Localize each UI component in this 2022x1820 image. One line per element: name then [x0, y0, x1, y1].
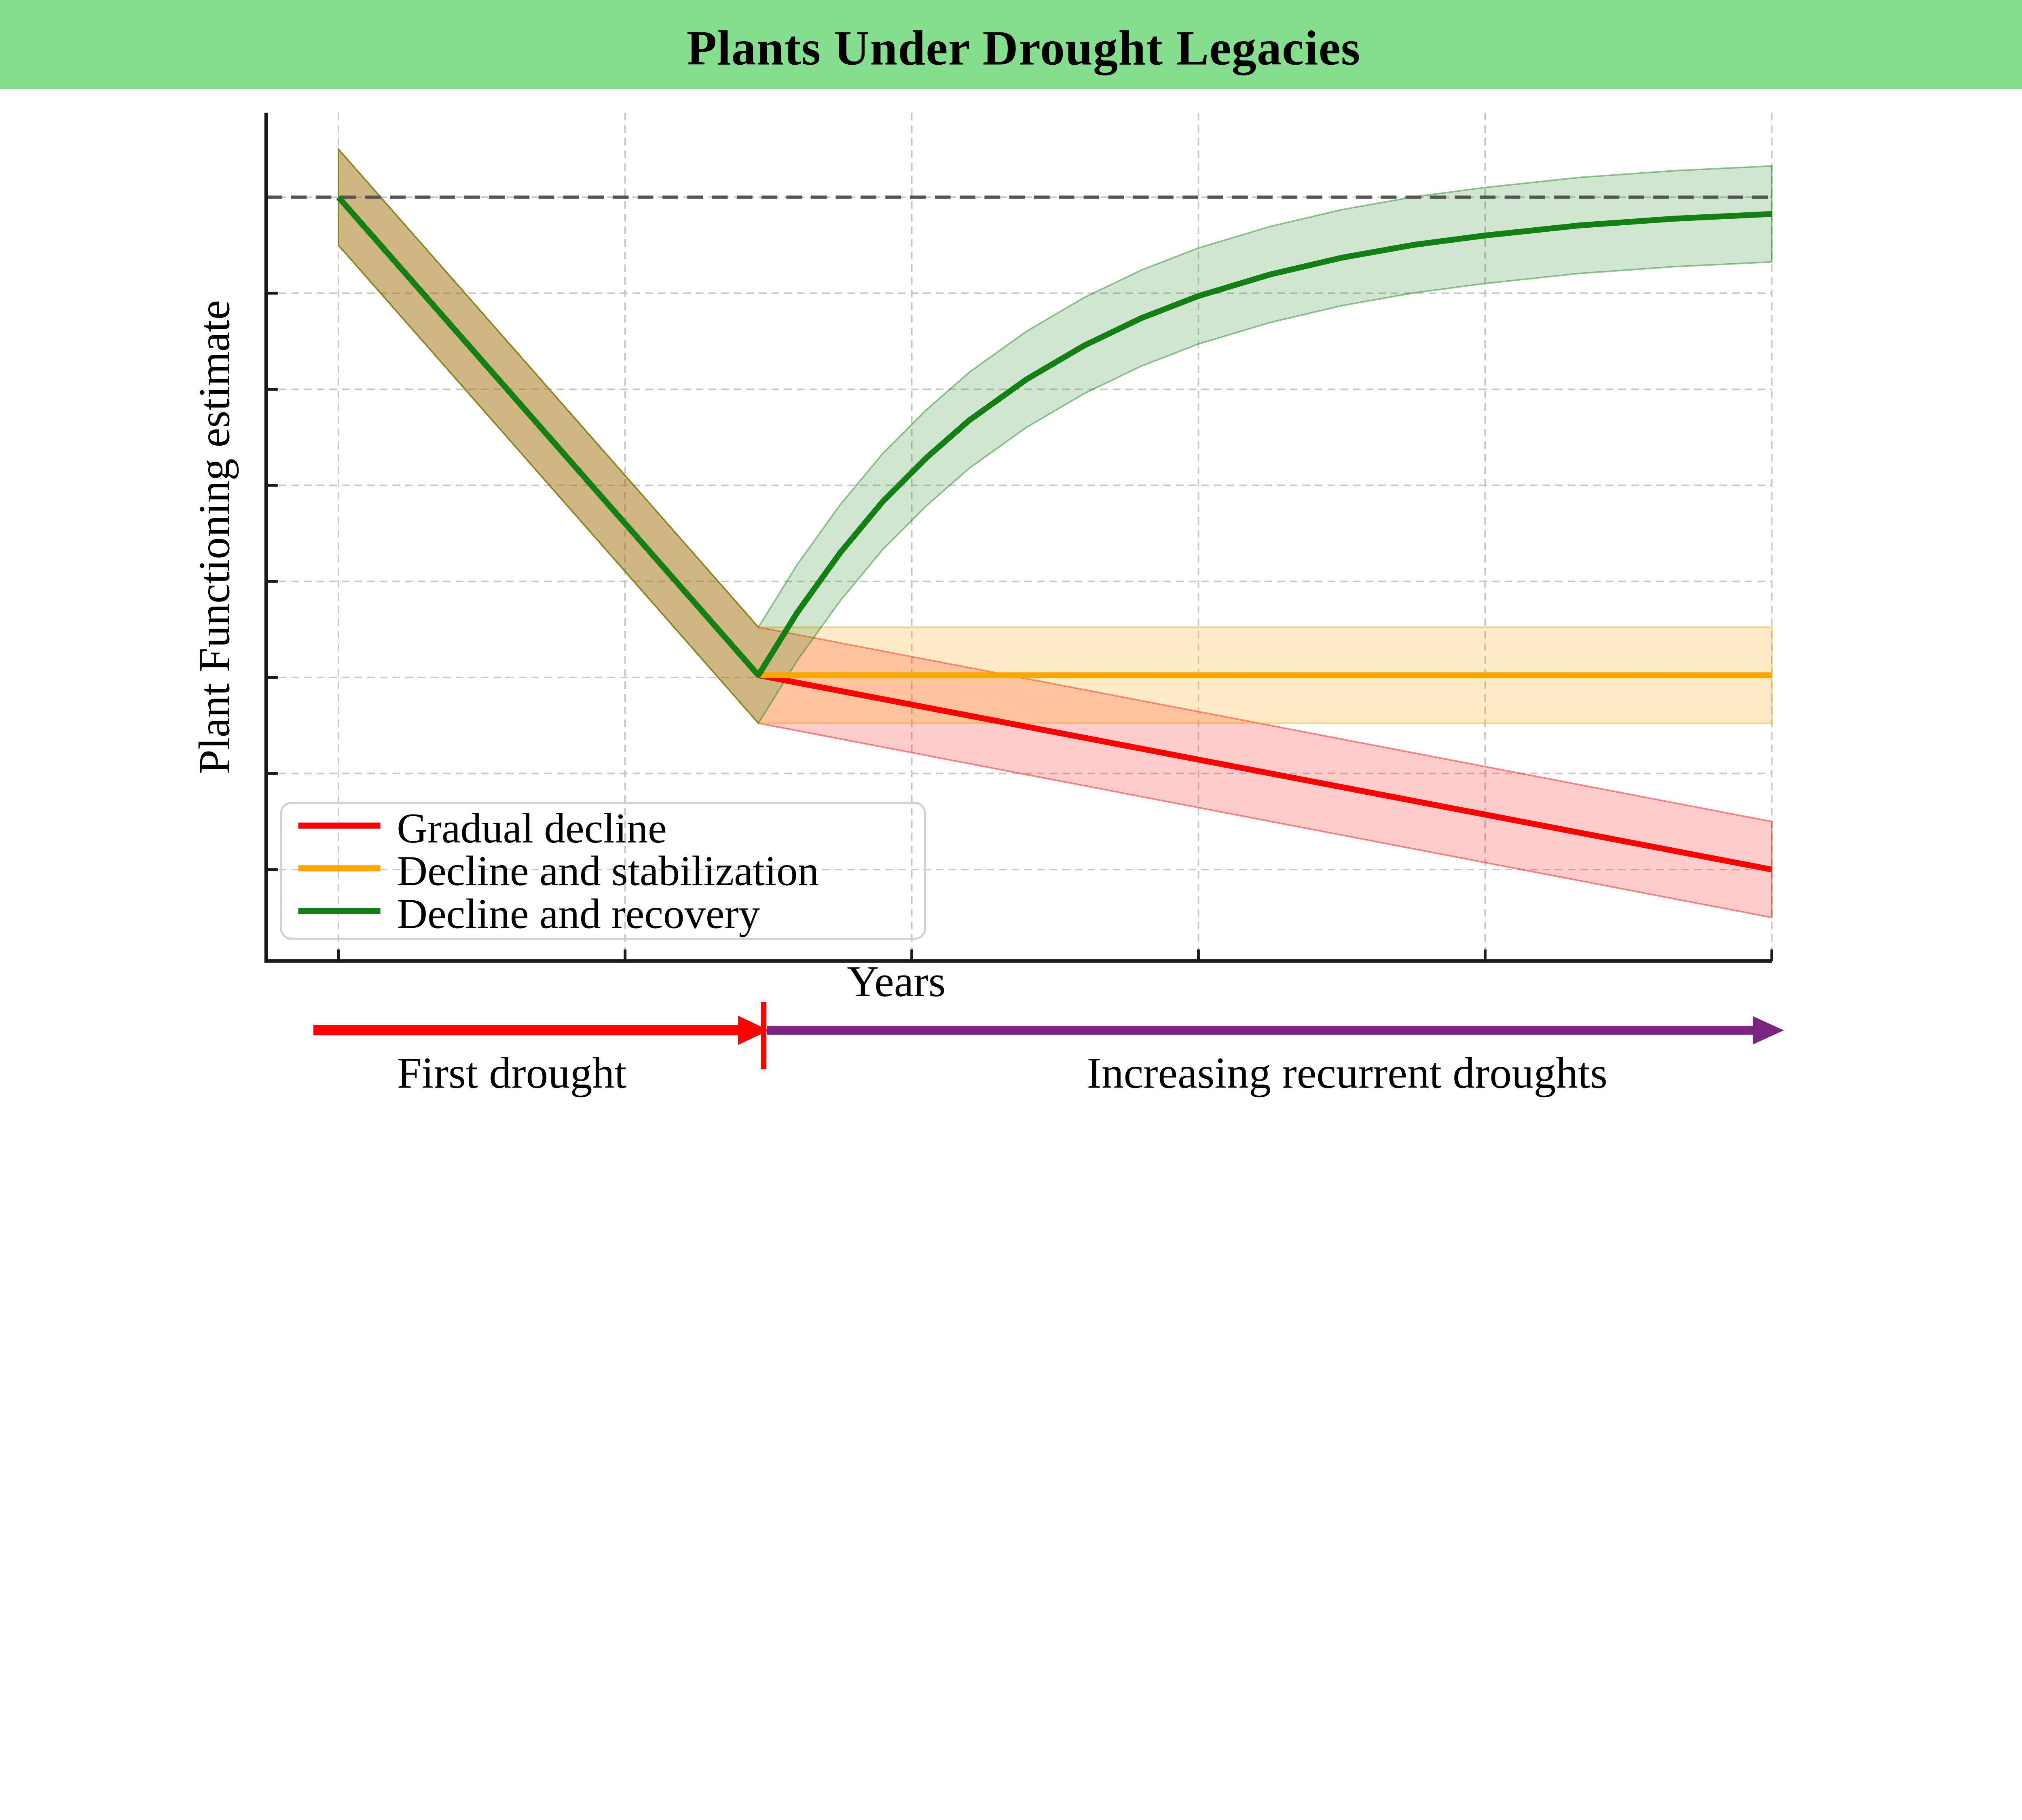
- x-axis-label: Years: [847, 957, 945, 1006]
- series-band-decline-and-recovery: [338, 147, 1773, 725]
- first-drought-label: First drought: [397, 1049, 627, 1098]
- legend-label-gradual-decline: Gradual decline: [397, 804, 667, 852]
- legend-label-decline-recovery: Decline and recovery: [397, 890, 760, 937]
- legend-item-gradual-decline: Gradual decline: [298, 804, 667, 852]
- figure-background: [0, 0, 2022, 1138]
- legend-item-decline-recovery: Decline and recovery: [298, 890, 760, 937]
- first-drought-arrow: [313, 1016, 769, 1045]
- drought-timeline: First drought Increasing recurrent droug…: [313, 1002, 1784, 1098]
- first-drought-arrowhead-icon: [738, 1016, 769, 1045]
- axes-spines: [264, 112, 1772, 963]
- recurrent-droughts-arrow-shaft: [767, 1026, 1753, 1035]
- series-band-decline-and-stabilization: [338, 147, 1773, 724]
- page-title: Plants Under Drought Legacies: [687, 21, 1361, 75]
- figure: Plants Under Drought Legacies Plant Func…: [0, 0, 2022, 1138]
- recurrent-droughts-label: Increasing recurrent droughts: [1087, 1049, 1607, 1098]
- recurrent-droughts-arrowhead-icon: [1753, 1016, 1784, 1045]
- title-band: [0, 0, 2022, 89]
- y-axis-label: Plant Functioning estimate: [190, 300, 239, 774]
- legend: Gradual decline Decline and stabilizatio…: [280, 802, 926, 940]
- legend-label-decline-stabilization: Decline and stabilization: [397, 847, 819, 895]
- first-drought-arrow-shaft: [313, 1025, 738, 1035]
- legend-frame: [280, 802, 926, 940]
- legend-item-decline-stabilization: Decline and stabilization: [298, 847, 819, 895]
- recurrent-droughts-arrow: [767, 1016, 1784, 1045]
- series-lines: [336, 195, 1772, 873]
- drought-separator-line: [761, 1002, 766, 1069]
- grid-layer: [266, 112, 1773, 961]
- series-line-decline-and-recovery: [336, 195, 1772, 678]
